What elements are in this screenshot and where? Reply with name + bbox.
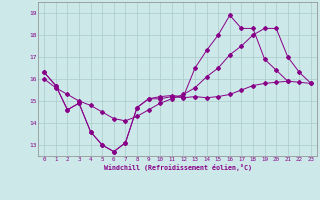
X-axis label: Windchill (Refroidissement éolien,°C): Windchill (Refroidissement éolien,°C) [104, 164, 252, 171]
